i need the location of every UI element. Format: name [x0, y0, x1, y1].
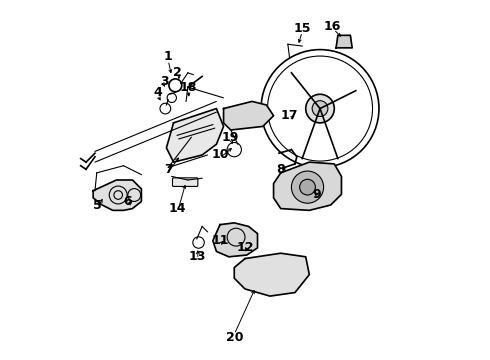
Text: 18: 18 [179, 81, 196, 94]
Polygon shape [167, 109, 223, 162]
Polygon shape [273, 162, 342, 210]
Text: 17: 17 [281, 109, 298, 122]
Polygon shape [234, 253, 309, 296]
Text: 8: 8 [276, 163, 285, 176]
Text: 19: 19 [222, 131, 240, 144]
Text: 14: 14 [169, 202, 186, 215]
Polygon shape [213, 223, 258, 257]
Text: 9: 9 [312, 188, 321, 201]
Text: 10: 10 [211, 148, 229, 162]
Text: 1: 1 [164, 50, 172, 63]
Text: 2: 2 [173, 66, 181, 79]
Text: 16: 16 [324, 20, 341, 33]
Text: 13: 13 [188, 250, 205, 263]
FancyBboxPatch shape [172, 178, 198, 186]
Text: 4: 4 [153, 86, 162, 99]
Text: 11: 11 [211, 234, 229, 247]
Text: 7: 7 [164, 163, 172, 176]
Circle shape [312, 101, 328, 116]
Text: 20: 20 [225, 331, 243, 344]
Text: 15: 15 [294, 22, 311, 35]
Text: 12: 12 [236, 241, 254, 255]
Text: 5: 5 [94, 198, 102, 212]
Circle shape [292, 171, 323, 203]
Text: 6: 6 [123, 195, 131, 208]
Text: 3: 3 [160, 75, 169, 88]
Polygon shape [336, 35, 352, 48]
Circle shape [306, 94, 334, 123]
Circle shape [300, 179, 316, 195]
Polygon shape [93, 180, 142, 210]
Polygon shape [223, 102, 273, 130]
